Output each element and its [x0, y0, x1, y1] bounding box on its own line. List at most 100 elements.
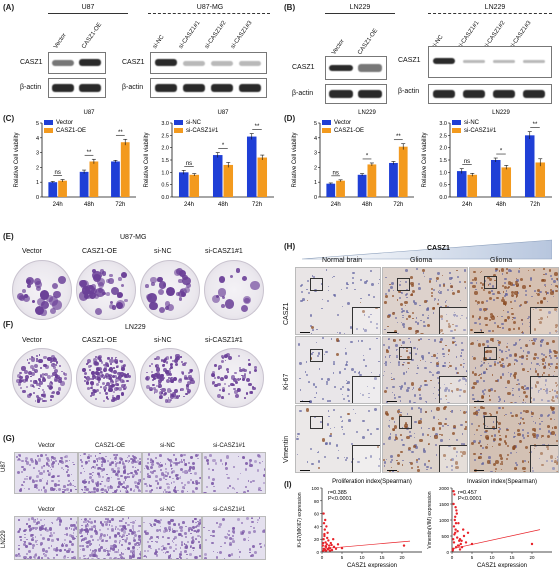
- ihc-row-label: CASZ1: [283, 302, 290, 325]
- colony: [225, 367, 229, 371]
- scatter-point: [322, 538, 325, 541]
- cell: [212, 459, 216, 463]
- nucleus: [368, 409, 371, 412]
- bar: [223, 164, 234, 197]
- cell: [84, 525, 88, 528]
- colony: [103, 400, 106, 403]
- cell: [46, 463, 50, 467]
- nucleus: [311, 463, 314, 466]
- colony-dish: [204, 348, 264, 408]
- cell: [262, 481, 265, 485]
- cell: [111, 468, 115, 472]
- cell: [179, 553, 182, 557]
- stained-cell: [515, 467, 517, 470]
- stained-cell: [552, 339, 556, 343]
- cell: [150, 466, 154, 470]
- colony: [169, 378, 174, 383]
- cell: [59, 548, 63, 552]
- cell: [34, 527, 37, 530]
- blot-band: [433, 90, 455, 98]
- colony: [175, 396, 179, 400]
- nucleus: [448, 401, 451, 403]
- transwell-col-label: CASZ1-OE: [95, 443, 126, 449]
- cell: [94, 529, 97, 533]
- stained-cell: [422, 268, 426, 272]
- nucleus: [334, 386, 336, 388]
- cell: [118, 519, 121, 522]
- colony: [64, 376, 68, 381]
- nucleus: [394, 316, 398, 319]
- nucleus: [368, 316, 371, 319]
- colony: [174, 362, 178, 366]
- nucleus: [383, 374, 385, 376]
- nucleus: [370, 269, 372, 272]
- cell: [98, 466, 102, 470]
- nucleus: [423, 450, 426, 453]
- nucleus: [557, 330, 558, 332]
- scatter-point: [452, 525, 456, 528]
- cell: [33, 553, 37, 557]
- nucleus: [474, 434, 476, 436]
- row-label: CASZ1: [292, 64, 315, 71]
- cell: [115, 489, 118, 491]
- nucleus: [400, 439, 403, 442]
- cell: [174, 491, 178, 493]
- cell: [191, 529, 193, 531]
- cell: [42, 464, 46, 468]
- cell: [93, 490, 96, 493]
- cell: [186, 558, 189, 559]
- colony: [188, 374, 192, 379]
- colony: [90, 386, 93, 390]
- stained-cell: [506, 268, 509, 271]
- stained-cell: [548, 373, 551, 377]
- cell: [50, 545, 53, 547]
- scatter-point: [325, 525, 328, 528]
- stained-cell: [480, 330, 483, 332]
- cell: [165, 529, 169, 533]
- scatter-point: [323, 534, 326, 538]
- cell: [248, 536, 250, 538]
- cell: [122, 528, 125, 531]
- x-axis-label: CASZ1 expression: [347, 563, 397, 568]
- significance-label: **: [396, 134, 401, 140]
- cell: [168, 557, 170, 559]
- cell: [208, 467, 210, 470]
- nucleus: [344, 368, 346, 371]
- colony: [96, 367, 101, 372]
- cell: [187, 491, 189, 493]
- colony: [230, 375, 236, 380]
- stained-cell: [484, 350, 487, 354]
- nucleus: [546, 415, 549, 418]
- stained-cell: [481, 406, 485, 410]
- cell: [125, 537, 129, 540]
- nucleus: [338, 371, 341, 374]
- cell: [128, 528, 132, 532]
- nucleus: [418, 458, 420, 460]
- cell: [43, 486, 46, 489]
- colony: [102, 386, 107, 391]
- stained-cell: [453, 447, 457, 451]
- cell: [133, 458, 136, 461]
- nucleus: [420, 338, 422, 340]
- nucleus: [453, 315, 455, 317]
- nucleus: [516, 452, 518, 454]
- stained-cell: [470, 343, 473, 346]
- cell: [81, 481, 84, 483]
- cell: [228, 536, 233, 540]
- cell: [116, 475, 119, 478]
- nucleus: [389, 354, 391, 357]
- colony: [97, 381, 100, 384]
- nucleus: [445, 465, 448, 468]
- stained-cell: [472, 284, 476, 289]
- stained-cell: [551, 407, 555, 411]
- nucleus: [523, 387, 525, 389]
- cell: [104, 460, 107, 463]
- stained-cell: [414, 333, 417, 334]
- colony: [156, 371, 161, 376]
- cell: [56, 538, 60, 541]
- stained-cell: [418, 387, 422, 391]
- cell: [79, 455, 81, 457]
- transwell-image: [78, 452, 142, 494]
- stained-cell: [491, 338, 494, 341]
- nucleus: [370, 320, 372, 323]
